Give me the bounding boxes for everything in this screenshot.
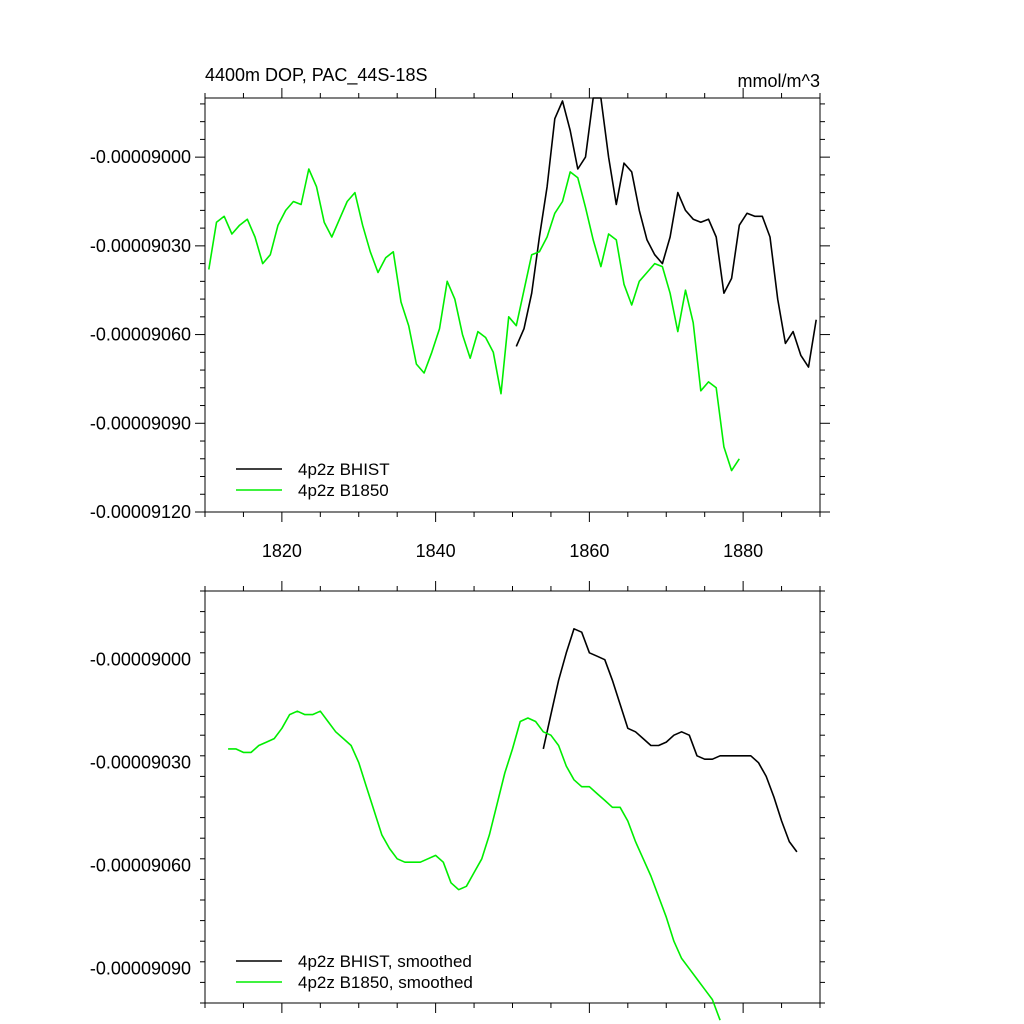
y-tick-label: -0.00009030 [90,753,191,773]
y-tick-label: -0.00009000 [90,147,191,167]
legend-label: 4p2z B1850, smoothed [298,973,473,992]
legend-label: 4p2z B1850 [298,481,389,500]
series-line-b1850 [208,168,740,472]
y-tick-label: -0.00009090 [90,959,191,979]
plot-frame [204,97,821,513]
x-tick-label: 1860 [569,541,609,561]
units-label: mmol/m^3 [738,71,820,91]
y-tick-label: -0.00009120 [90,502,191,522]
series-line-b1850 [228,710,721,1021]
x-tick-label: 1820 [262,541,302,561]
x-tick-label: 1840 [416,541,456,561]
y-tick-label: -0.00009090 [90,413,191,433]
legend-label: 4p2z BHIST, smoothed [298,952,472,971]
y-tick-label: -0.00009060 [90,325,191,345]
plot-frame [204,590,821,1004]
y-tick-label: -0.00009030 [90,236,191,256]
series-line-bhist [515,97,817,368]
bottom-panel: -0.00009090 -0.00009060 -0.00009030 -0.0000… [90,581,825,1021]
x-tick-label: 1880 [723,541,763,561]
y-tick-label: -0.00009000 [90,650,191,670]
y-tick-label: -0.00009060 [90,856,191,876]
legend-label: 4p2z BHIST [298,460,390,479]
chart-title: 4400m DOP, PAC_44S-18S [205,65,427,86]
series-line-bhist [542,627,798,853]
top-panel: 1820 1840 1860 1880 -0.00009120 -0.00009090 -0… [90,88,830,561]
